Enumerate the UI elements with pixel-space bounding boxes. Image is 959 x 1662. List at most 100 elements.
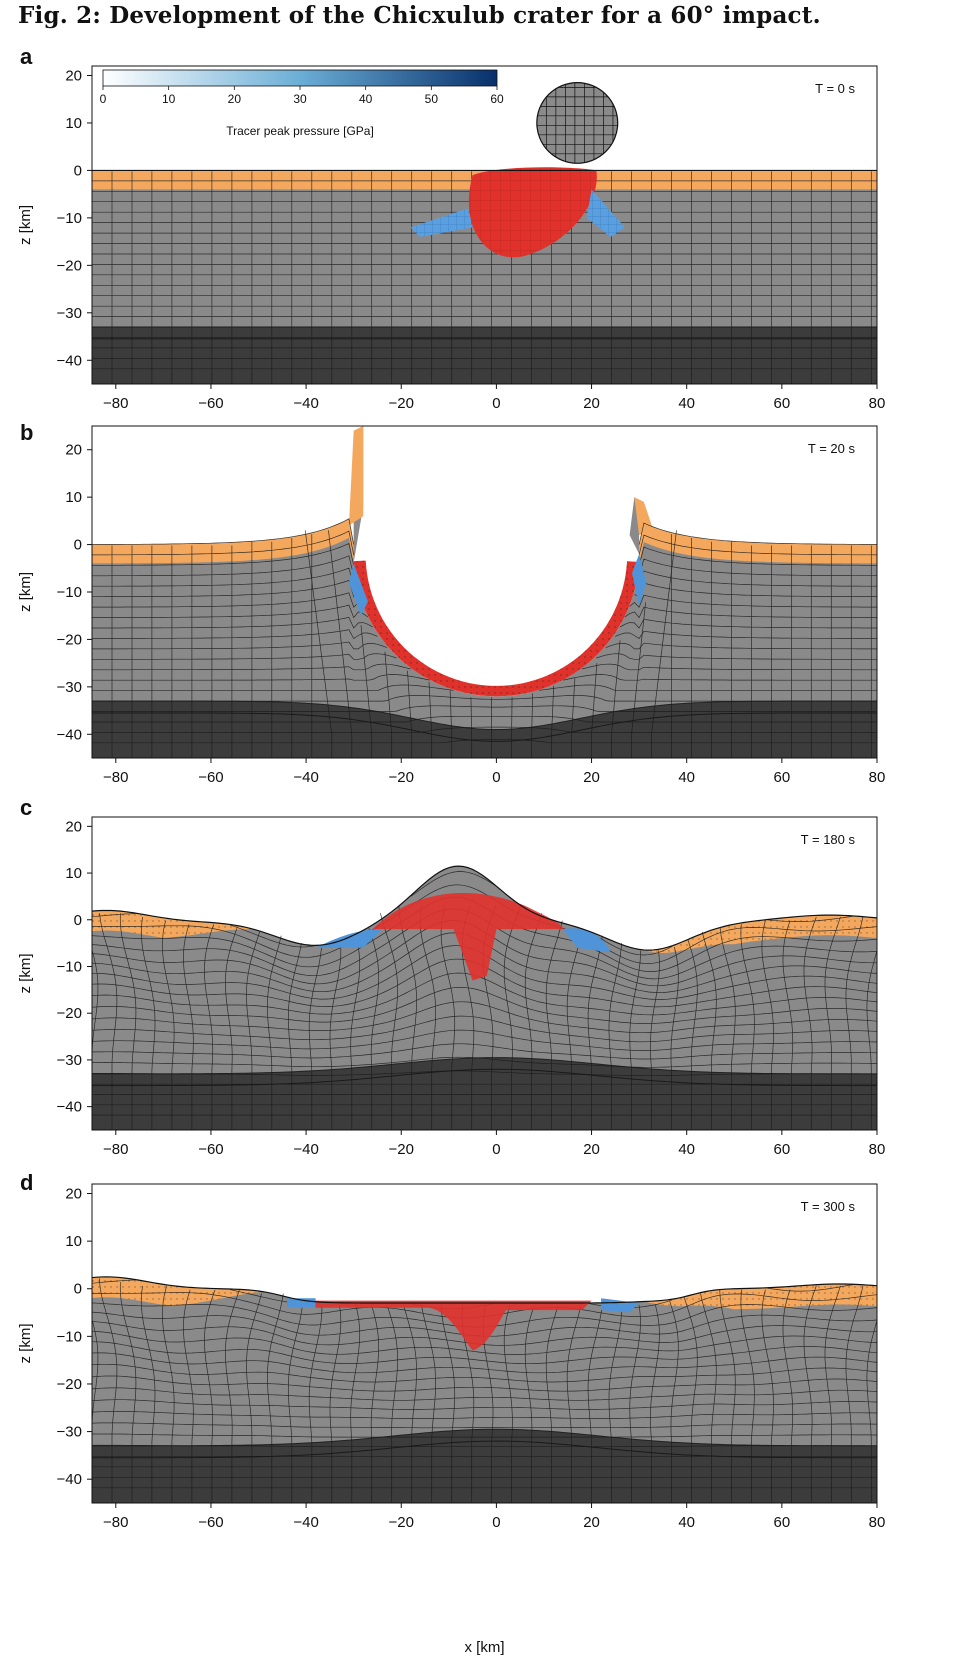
x-tick-label: −20: [389, 1141, 414, 1158]
panel-a: −80 −60 −40 −20 0 20 40 60 80 20 10 0 −10 −20 −30 −40 z …: [17, 65, 885, 412]
x-tick-label: −80: [103, 1514, 128, 1531]
y-tick-label: 10: [65, 489, 82, 506]
x-tick-label: 40: [678, 769, 695, 786]
y-axis-label: z [km]: [17, 205, 34, 245]
time-label: T = 20 s: [808, 441, 856, 456]
y-tick-label: 0: [74, 1281, 82, 1298]
lagrangian-grid: [92, 871, 877, 1130]
y-tick-label: −40: [57, 352, 82, 369]
x-tick-label: 40: [678, 1514, 695, 1531]
sediment-layer-right: [639, 523, 877, 564]
axes-frame: [91, 65, 878, 385]
y-tick-label: 10: [65, 115, 82, 132]
surface-line: [92, 865, 877, 951]
y-tick-label: 20: [65, 442, 82, 459]
x-tick-label: −60: [198, 1514, 223, 1531]
x-tick-label: 80: [869, 1141, 886, 1158]
x-tick-label: 80: [869, 395, 886, 412]
x-tick-label: 80: [869, 1514, 886, 1531]
medium-pressure-zone-right: [601, 1298, 640, 1313]
mantle: [92, 1429, 877, 1503]
y-tick-label: 0: [74, 162, 82, 179]
time-label: T = 0 s: [815, 81, 855, 96]
sediment-tracers-left: [92, 1276, 259, 1307]
time-label: T = 180 s: [801, 832, 856, 847]
y-tick-label: −40: [57, 726, 82, 743]
sediment-tracers-right: [648, 1283, 877, 1310]
x-tick-label: 20: [583, 1514, 600, 1531]
medium-pressure-zone-right: [631, 554, 647, 607]
y-tick-label: −20: [57, 631, 82, 648]
y-tick-label: 0: [74, 912, 82, 929]
medium-pressure-zone-left: [348, 563, 368, 616]
mantle: [92, 327, 877, 384]
y-axis: 20 10 0 −10 −20 −30 −40: [57, 442, 92, 743]
x-tick-label: 60: [774, 1141, 791, 1158]
axes-frame: [91, 816, 878, 1131]
colorbar-gradient: [102, 69, 498, 87]
x-tick-label: 0: [492, 395, 500, 412]
x-tick-label: −40: [293, 769, 318, 786]
mantle-layer-line: [92, 1440, 877, 1459]
x-tick-label: 20: [583, 1141, 600, 1158]
colorbar-label: Tracer peak pressure [GPa]: [226, 124, 374, 138]
medium-pressure-zone-right: [563, 928, 611, 953]
x-tick-label: −20: [389, 1514, 414, 1531]
x-tick-label: 80: [869, 769, 886, 786]
panel-letter-c: c: [20, 795, 33, 820]
y-axis-label: z [km]: [17, 954, 34, 994]
x-tick-label: −40: [293, 395, 318, 412]
x-tick-label: −40: [293, 1141, 318, 1158]
mantle: [92, 1057, 877, 1130]
x-tick-label: −60: [198, 769, 223, 786]
panel-letter-d: d: [20, 1170, 34, 1195]
target-rock: [92, 866, 877, 1130]
y-tick-label: 20: [65, 67, 82, 84]
colorbar-tick-label: 60: [490, 92, 504, 106]
x-tick-label: −80: [103, 1141, 128, 1158]
x-axis: −80 −60 −40 −20 0 20 40 60 80: [103, 384, 885, 412]
rim-spike-right: [634, 497, 654, 536]
x-tick-label: −80: [103, 395, 128, 412]
y-axis: 20 10 0 −10 −20 −30 −40: [57, 818, 92, 1116]
projectile: [536, 82, 619, 164]
y-axis-label: z [km]: [17, 572, 34, 612]
x-axis-label: x [km]: [465, 1639, 505, 1656]
panel-letter-a: a: [20, 44, 33, 69]
y-tick-label: −10: [57, 584, 82, 601]
colorbar-tick-label: 10: [162, 92, 176, 106]
surface-line: [92, 1276, 877, 1304]
colorbar-tick-label: 0: [100, 92, 107, 106]
panel-b: −80 −60 −40 −20 0 20 40 60 80 20 10 0 −10 −20 −30 −40 z …: [17, 425, 885, 786]
y-tick-label: −30: [57, 1424, 82, 1441]
x-tick-label: −20: [389, 769, 414, 786]
x-tick-label: 0: [492, 769, 500, 786]
x-tick-label: 40: [678, 1141, 695, 1158]
panel-d: −80 −60 −40 −20 0 20 40 60 80 20 10 0 −10 −20 −30 −40 z …: [17, 1183, 885, 1531]
panel-letter-b: b: [20, 420, 34, 445]
x-tick-label: 20: [583, 395, 600, 412]
x-tick-label: −40: [293, 1514, 318, 1531]
figure-title: Fig. 2: Development of the Chicxulub cra…: [18, 2, 821, 29]
colorbar-tick-label: 30: [293, 92, 307, 106]
axes-frame: [91, 1183, 878, 1504]
moho-line: [92, 1057, 877, 1075]
y-tick-label: −10: [57, 958, 82, 975]
x-tick-label: 60: [774, 769, 791, 786]
x-axis: −80 −60 −40 −20 0 20 40 60 80: [103, 1503, 885, 1531]
colorbar-tick-label: 20: [228, 92, 242, 106]
y-tick-label: −40: [57, 1471, 82, 1488]
moho-line: [92, 1428, 877, 1447]
y-tick-label: −30: [57, 679, 82, 696]
lagrangian-grid: [92, 518, 877, 758]
x-axis: −80 −60 −40 −20 0 20 40 60 80: [103, 758, 885, 786]
y-tick-label: 20: [65, 1186, 82, 1203]
high-pressure-central-peak: [372, 893, 563, 981]
x-tick-label: 0: [492, 1514, 500, 1531]
medium-pressure-zone-right: [586, 189, 625, 237]
mantle-layer-line: [92, 712, 877, 742]
medium-pressure-zone-left: [410, 208, 473, 237]
x-axis: −80 −60 −40 −20 0 20 40 60 80: [103, 1130, 885, 1158]
sediment-tracers-left: [92, 910, 249, 938]
